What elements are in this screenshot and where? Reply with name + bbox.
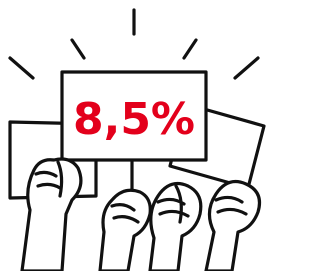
illustration: 8,5% — [0, 0, 269, 271]
rays — [10, 10, 258, 78]
sign-text: 8,5% — [73, 94, 195, 145]
main-sign: 8,5% — [62, 72, 206, 160]
